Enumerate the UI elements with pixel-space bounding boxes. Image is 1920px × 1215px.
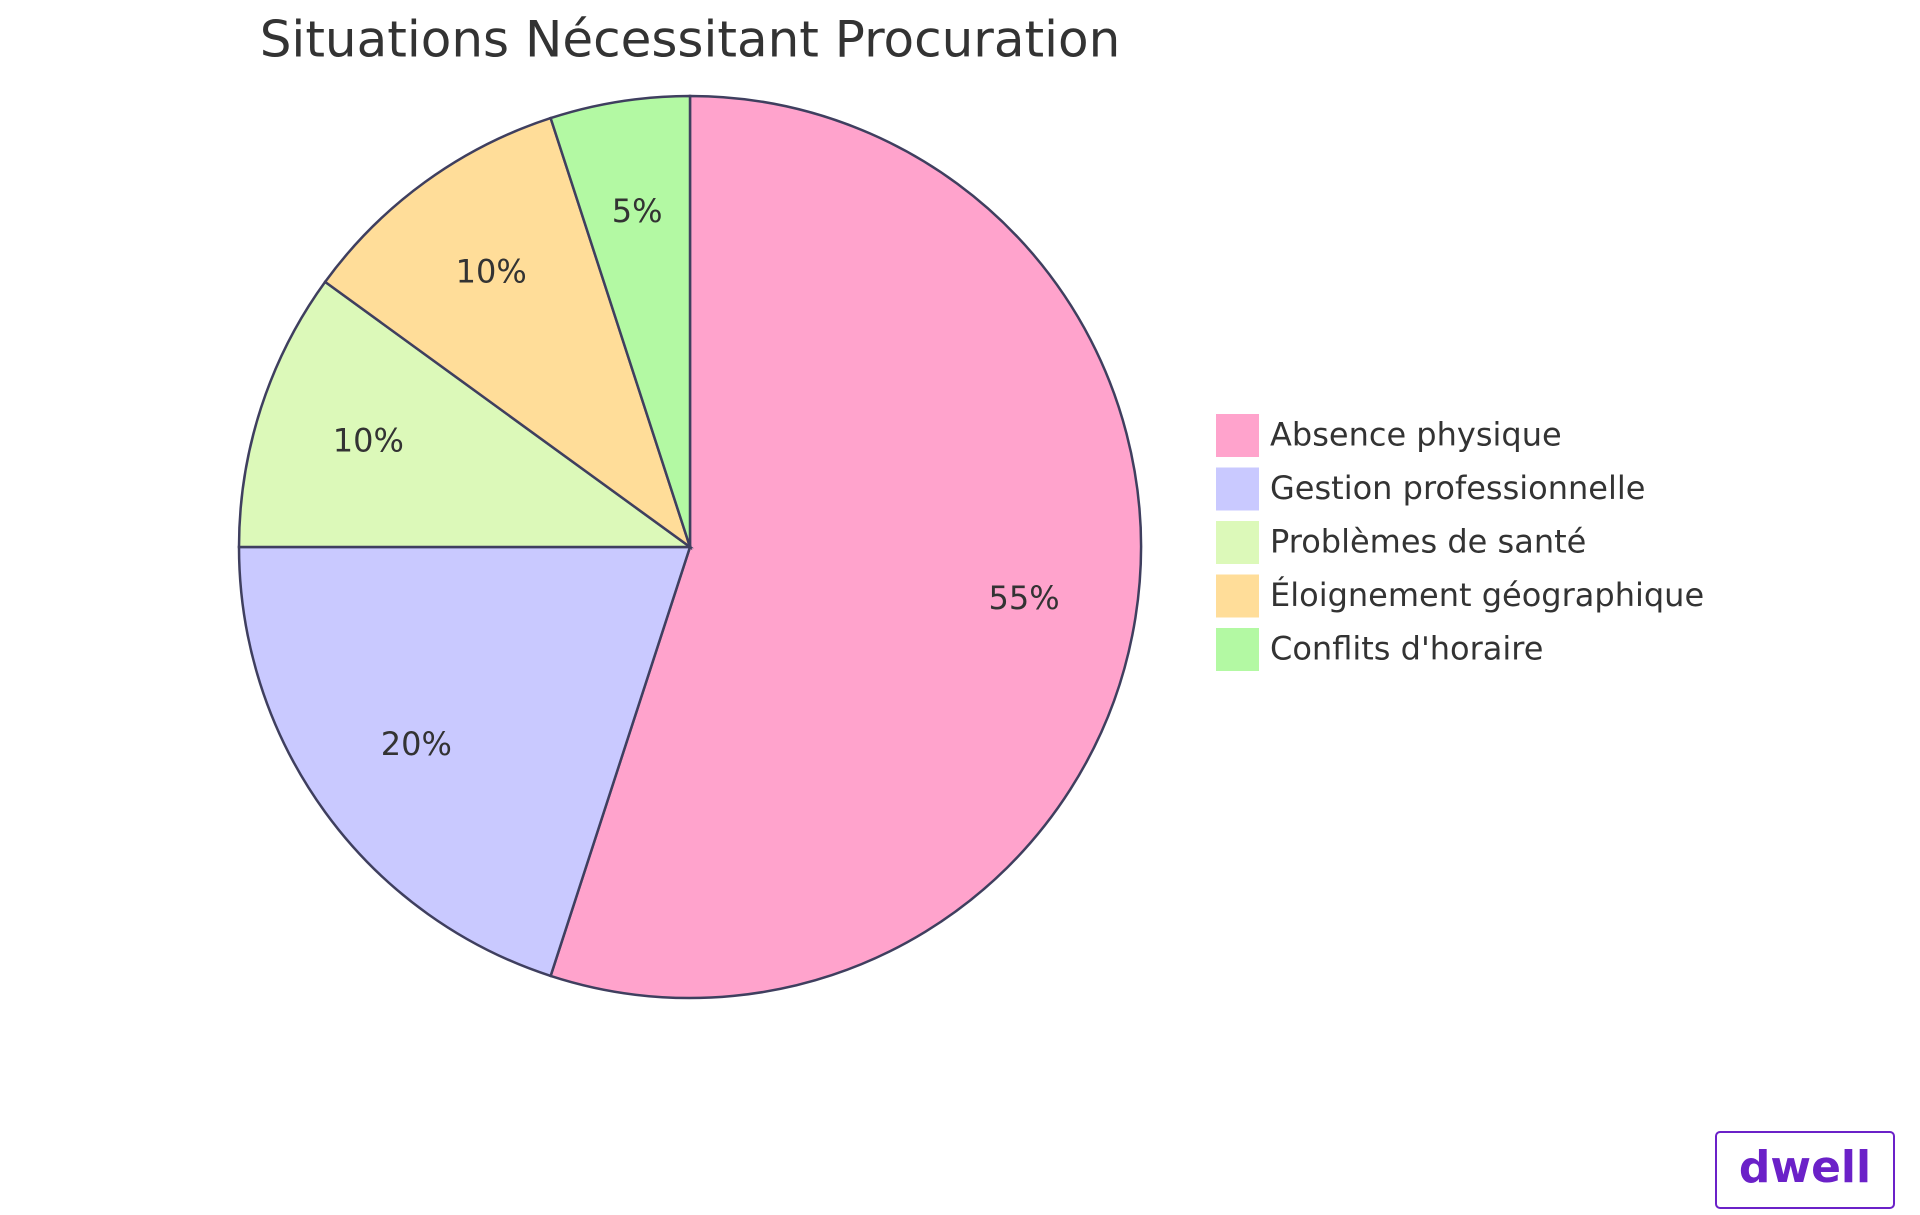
legend-swatch <box>1214 626 1261 673</box>
pie-slice <box>549 94 1143 1000</box>
legend-swatch <box>1214 519 1261 566</box>
logo: dwell <box>1739 1142 1871 1193</box>
legend-label: Absence physique <box>1270 416 1562 454</box>
legend-swatch <box>1214 465 1261 513</box>
pie-slice <box>549 94 692 548</box>
slice-label: 10% <box>456 252 527 290</box>
slice-label: 5% <box>612 192 663 230</box>
pie-slice <box>237 280 694 549</box>
pie-slice <box>323 116 693 551</box>
legend-swatch <box>1214 412 1261 459</box>
legend-label: Gestion professionnelle <box>1270 469 1645 507</box>
slice-label: 20% <box>381 725 452 763</box>
pie-slice <box>237 545 692 978</box>
legend-label: Problèmes de santé <box>1270 523 1586 561</box>
legend-label: Conflits d'horaire <box>1270 630 1543 668</box>
chart-title: Situations Nécessitant Procuration <box>260 11 1121 69</box>
slice-label: 55% <box>989 579 1060 617</box>
logo-box <box>1715 1131 1895 1209</box>
slice-label: 10% <box>333 421 404 459</box>
legend-label: Éloignement géographique <box>1270 576 1704 614</box>
legend-swatch <box>1214 572 1261 620</box>
